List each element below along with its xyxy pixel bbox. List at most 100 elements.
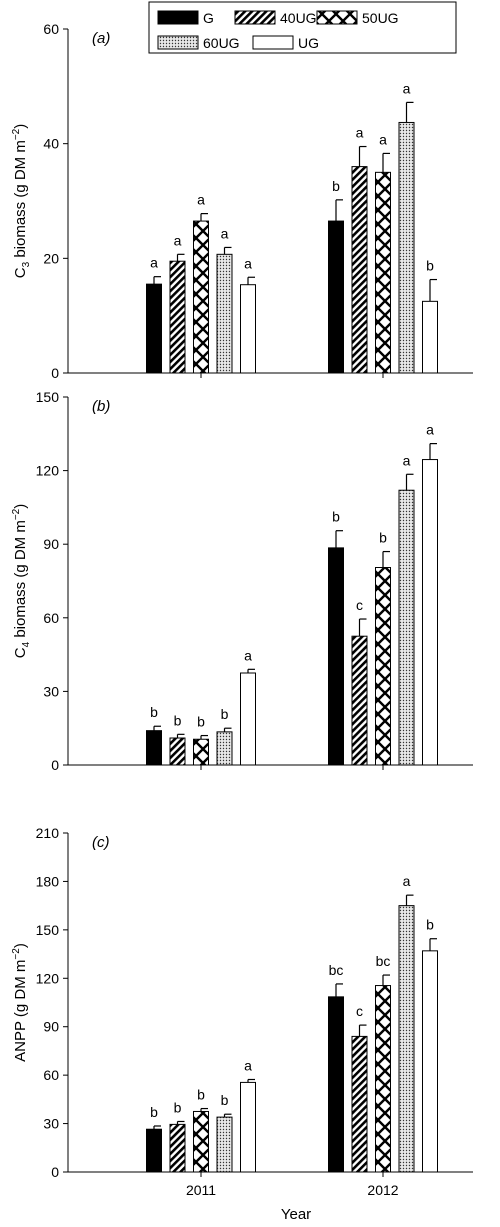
y-tick-label: 40: [43, 136, 59, 152]
significance-letter: b: [332, 178, 340, 194]
y-title-main: ANPP (g DM m: [12, 960, 29, 1062]
legend-label-50ug: 50UG: [362, 10, 399, 26]
bar-60ug-2011: [216, 1116, 233, 1173]
bar-60ug-2012: [398, 121, 415, 374]
y-title-main: C: [12, 267, 29, 278]
significance-letter: b: [332, 509, 340, 525]
bar-50ug-2011: [193, 1110, 209, 1173]
y-title-end: ): [12, 504, 29, 509]
y-tick-label: 30: [43, 683, 59, 699]
legend-swatch-50ug: [316, 10, 358, 25]
bar-60ug-2012: [398, 489, 415, 766]
bar-ug-2012: [422, 459, 438, 766]
y-tick-label: 0: [51, 365, 59, 381]
y-title-sup: −2: [11, 948, 22, 960]
bar-40ug-2011: [169, 1123, 186, 1173]
y-tick-label: 210: [36, 825, 60, 841]
bar-g-2011: [146, 1128, 162, 1173]
y-title-sup: −2: [11, 128, 22, 140]
bar-40ug-2011: [169, 737, 186, 766]
x-tick-label: 2011: [186, 1182, 216, 1198]
y-tick-label: 60: [43, 610, 59, 626]
bar-ug-2011: [240, 672, 256, 766]
y-axis-title: ANPP (g DM m−2): [11, 943, 29, 1062]
significance-letter: b: [426, 917, 434, 933]
significance-letter: a: [174, 232, 182, 248]
y-tick-label: 0: [51, 1164, 59, 1180]
y-tick-label: 150: [36, 922, 60, 938]
y-tick-label: 150: [36, 389, 60, 405]
bar-40ug-2012: [351, 635, 368, 766]
y-title-sup: −2: [11, 508, 22, 520]
significance-letter: bc: [329, 962, 344, 978]
bar-ug-2012: [422, 950, 438, 1173]
y-title-sub: 3: [21, 261, 32, 267]
significance-letter: b: [150, 704, 158, 720]
bar-g-2012: [328, 996, 344, 1173]
legend-label-60ug: 60UG: [203, 35, 240, 51]
significance-letter: a: [244, 255, 252, 271]
bar-40ug-2012: [351, 166, 368, 374]
bar-40ug-2012: [351, 1035, 368, 1173]
bar-40ug-2011: [169, 260, 186, 374]
y-tick-label: 120: [36, 463, 60, 479]
legend-swatch-60ug: [157, 35, 199, 50]
bar-60ug-2011: [216, 731, 233, 766]
significance-letter: a: [150, 255, 158, 271]
significance-letter: b: [426, 258, 434, 274]
y-tick-label: 60: [43, 21, 59, 37]
legend-label-40ug: 40UG: [280, 10, 317, 26]
significance-letter: b: [379, 530, 387, 546]
bar-ug-2011: [240, 1081, 256, 1173]
significance-letter: a: [197, 192, 205, 208]
significance-letter: b: [197, 714, 205, 730]
significance-letter: a: [244, 1058, 252, 1074]
bar-g-2012: [328, 220, 344, 374]
significance-letter: b: [221, 706, 229, 722]
y-title-rest: biomass (g DM m: [12, 140, 29, 262]
legend-label-g: G: [203, 10, 214, 26]
legend-box: [148, 1, 457, 54]
y-title-end: ): [12, 943, 29, 948]
legend-swatch-g: [157, 10, 199, 25]
legend: G 40UG 50UG 60UG UG: [148, 1, 457, 54]
bar-g-2012: [328, 547, 344, 766]
significance-letter: a: [403, 452, 411, 468]
significance-letter: a: [244, 647, 252, 663]
significance-letter: b: [197, 1087, 205, 1103]
significance-letter: b: [221, 1092, 229, 1108]
legend-swatch-40ug: [234, 10, 276, 25]
y-tick-label: 90: [43, 1019, 59, 1035]
y-axis-title: C3 biomass (g DM m−2): [11, 124, 32, 279]
significance-letter: a: [221, 225, 229, 241]
y-axis-title: C4 biomass (g DM m−2): [11, 504, 32, 659]
significance-letter: a: [356, 125, 364, 141]
bar-60ug-2011: [216, 253, 233, 374]
y-title-sub: 4: [21, 641, 32, 647]
bar-ug-2012: [422, 300, 438, 374]
panel-label: (b): [92, 398, 110, 415]
bar-50ug-2012: [375, 171, 391, 374]
significance-letter: b: [174, 1099, 182, 1115]
panel-label: (a): [92, 30, 110, 47]
significance-letter: bc: [376, 953, 391, 969]
significance-letter: c: [356, 597, 363, 613]
y-tick-label: 180: [36, 873, 60, 889]
bar-50ug-2011: [193, 220, 209, 374]
y-tick-label: 90: [43, 536, 59, 552]
significance-letter: a: [379, 131, 387, 147]
significance-letter: c: [356, 1003, 363, 1019]
significance-letter: a: [403, 80, 411, 96]
bar-50ug-2012: [375, 985, 391, 1173]
significance-letter: b: [174, 712, 182, 728]
y-tick-label: 30: [43, 1116, 59, 1132]
bar-ug-2011: [240, 284, 256, 374]
y-tick-label: 0: [51, 757, 59, 773]
significance-letter: b: [150, 1104, 158, 1120]
x-axis-title: Year: [281, 1206, 311, 1223]
